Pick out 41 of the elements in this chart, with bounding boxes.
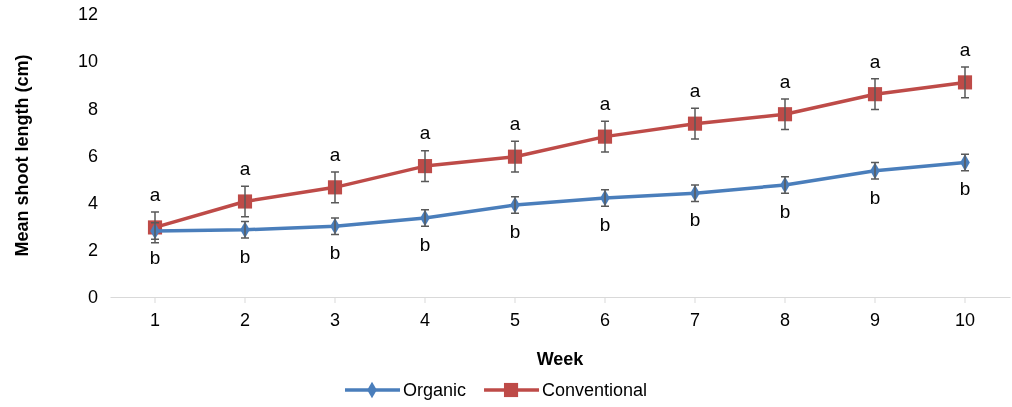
annotation: a — [239, 157, 251, 179]
x-tick-label: 7 — [689, 309, 701, 330]
y-tick-label: 2 — [87, 240, 98, 261]
x-tick-label: 3 — [329, 309, 341, 330]
y-tick-label: 4 — [87, 192, 98, 213]
x-tick-label: 6 — [599, 309, 611, 330]
x-tick-label: 10 — [954, 309, 976, 330]
y-tick-label: 0 — [87, 287, 98, 308]
annotation: b — [599, 213, 611, 235]
annotation: a — [599, 92, 611, 114]
annotation: b — [329, 242, 341, 264]
annotation: b — [959, 178, 971, 200]
y-tick-label: 10 — [77, 51, 98, 72]
annotation: b — [419, 233, 431, 255]
annotation: a — [149, 183, 161, 205]
annotation: b — [239, 245, 251, 267]
x-tick-label: 8 — [779, 309, 791, 330]
annotation: b — [689, 209, 701, 231]
x-axis-title: Week — [536, 349, 585, 369]
annotation: b — [779, 200, 791, 222]
y-tick-label: 8 — [87, 98, 98, 119]
legend-label: Organic — [403, 380, 467, 401]
y-tick-label: 12 — [77, 4, 98, 25]
y-tick-label: 6 — [87, 145, 98, 166]
annotation: a — [689, 79, 701, 101]
annotation: a — [419, 122, 431, 144]
annotation: b — [869, 186, 881, 208]
annotation: a — [329, 143, 341, 165]
annotation: b — [149, 246, 161, 268]
x-tick-label: 5 — [509, 309, 521, 330]
annotation: a — [779, 70, 791, 92]
y-axis-title: Mean shoot length (cm) — [12, 54, 32, 257]
annotation: a — [959, 38, 971, 60]
legend-label: Conventional — [542, 380, 648, 401]
annotation: b — [509, 220, 521, 242]
x-tick-label: 1 — [149, 309, 161, 330]
x-tick-label: 4 — [419, 309, 431, 330]
annotation: a — [509, 113, 521, 134]
x-tick-label: 9 — [869, 309, 881, 330]
annotation: a — [869, 50, 881, 72]
x-tick-label: 2 — [239, 309, 251, 330]
